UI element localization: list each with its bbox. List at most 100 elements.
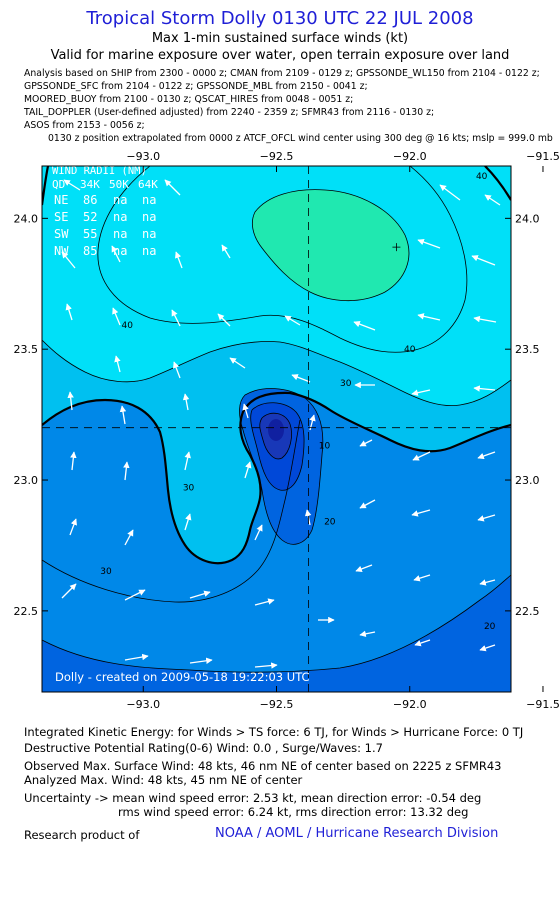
- wind-arrow: [355, 564, 373, 572]
- wind-radii-ne-34k: 86: [83, 193, 97, 207]
- wind-contour-chart: 40 40 40 30 10 30 20 30 20 WIND RADII (NM) QD 34…: [14, 150, 560, 711]
- source-line-6: 0130 z position extrapolated from 0000 z…: [48, 133, 553, 144]
- tropical-storm-force-contour: [42, 391, 511, 565]
- wind-arrow: [412, 451, 431, 461]
- wind-radii-sw-64k: na: [142, 227, 156, 241]
- created-label: Dolly - created on 2009-05-18 19:22:03 U…: [55, 670, 310, 684]
- y-tick-label: 23.5: [515, 343, 540, 356]
- wind-arrow: [173, 361, 181, 379]
- noaa-link[interactable]: NOAA / AOML / Hurricane Research Divisio…: [215, 826, 499, 841]
- wind-arrow: [175, 251, 183, 269]
- x-tick-label: −92.5: [260, 698, 294, 711]
- wind-arrow: [70, 451, 77, 471]
- wind-arrow: [221, 244, 231, 259]
- wind-vectors: [61, 179, 501, 669]
- x-tick-label: −91.5: [526, 150, 560, 163]
- contour-label: 10: [319, 442, 331, 452]
- chart-title: Tropical Storm Dolly 0130 UTC 22 JUL 200…: [86, 8, 474, 29]
- y-axis: 24.0 24.0 23.5 23.5 23.0 23.0 22.5 22.5: [14, 212, 540, 618]
- wind-arrow: [124, 589, 146, 601]
- wind-arrow: [479, 579, 496, 586]
- wind-arrow: [254, 598, 275, 606]
- wind-arrow: [414, 639, 431, 647]
- x-tick-label: −92.0: [393, 698, 427, 711]
- wind-arrow: [479, 644, 496, 652]
- wind-radii-header-50k: 50K: [109, 178, 129, 191]
- wind-arrow: [65, 303, 73, 321]
- wind-arrow: [229, 357, 246, 369]
- wind-arrow: [359, 499, 376, 509]
- wind-arrow: [439, 184, 461, 201]
- wind-radii-se-label: SE: [54, 210, 68, 224]
- wind-arrow: [171, 309, 181, 327]
- wind-arrow: [417, 313, 441, 321]
- wind-arrow: [111, 245, 121, 263]
- wind-arrow: [242, 403, 249, 419]
- wind-radii-sw-34k: 55: [83, 227, 97, 241]
- wind-arrow: [353, 321, 376, 331]
- wind-arrow: [473, 385, 496, 392]
- source-line-4: TAIL_DOPPLER (User-defined adjusted) fro…: [24, 107, 435, 118]
- x-tick-label: −91.5: [526, 698, 560, 711]
- wind-radii-nw-50k: na: [113, 244, 127, 258]
- ne-arc-contour: [484, 166, 511, 201]
- wind-radii-table: WIND RADII (NM) QD 34K 50K 64K NE 86 na …: [52, 165, 158, 258]
- wind-arrow: [359, 439, 373, 447]
- wind-arrow: [473, 315, 497, 323]
- y-tick-label: 23.0: [515, 474, 540, 487]
- y-tick-label: 24.0: [14, 212, 39, 225]
- wind-arrow: [254, 662, 278, 669]
- contour-label: 30: [183, 483, 195, 493]
- wind-arrow: [61, 251, 76, 269]
- contour-fields: 40 40 40 30 10 30 20 30 20 WIND RADII (NM) QD 34…: [42, 165, 511, 692]
- y-tick-label: 23.0: [14, 474, 39, 487]
- contour-lines: [42, 166, 511, 673]
- wind-arrow: [244, 461, 252, 479]
- source-line-1: Analysis based on SHIP from 2300 - 0000 …: [24, 68, 540, 79]
- contour-label: 40: [476, 172, 488, 182]
- band-calm: [268, 419, 284, 441]
- wind-arrow: [411, 389, 431, 396]
- wind-radii-header-64k: 64K: [138, 178, 158, 191]
- wind-arrow: [124, 529, 134, 546]
- wind-arrow: [61, 583, 77, 599]
- wind-arrow: [182, 393, 190, 411]
- wind-radii-sw-50k: na: [113, 227, 127, 241]
- x-tick-label: −92.0: [393, 150, 427, 163]
- contour-label: 40: [404, 345, 416, 355]
- analyzed-max-wind: Analyzed Max. Wind: 48 kts, 45 nm NE of …: [24, 773, 303, 787]
- wind-arrow: [417, 238, 441, 249]
- wind-arrow: [123, 461, 130, 481]
- contour-label: 20: [484, 622, 496, 632]
- wind-arrow: [184, 451, 191, 471]
- wind-arrow: [254, 524, 263, 541]
- source-line-3: MOORED_BUOY from 2100 - 0130 z; QSCAT_HI…: [24, 94, 354, 105]
- wind-radii-se-64k: na: [142, 210, 156, 224]
- nw-arc-contour: [42, 166, 50, 206]
- wind-arrow: [184, 513, 192, 531]
- y-tick-label: 23.5: [14, 343, 39, 356]
- observed-max-wind: Observed Max. Surface Wind: 48 kts, 46 n…: [24, 759, 502, 773]
- wind-arrow: [359, 630, 376, 638]
- wind-arrow: [119, 405, 127, 425]
- y-tick-label: 24.0: [515, 212, 540, 225]
- wind-radii-se-50k: na: [113, 210, 127, 224]
- dpr-text: Destructive Potential Rating(0-6) Wind: …: [24, 741, 383, 755]
- wind-radii-nw-64k: na: [142, 244, 156, 258]
- uncertainty-line-2: rms wind speed error: 6.24 kt, rms direc…: [118, 805, 469, 819]
- chart-subtitle-2: Valid for marine exposure over water, op…: [50, 48, 510, 63]
- band-45-plus: [252, 189, 409, 301]
- wind-radii-header-qd: QD: [52, 178, 65, 191]
- wind-arrow: [284, 315, 301, 326]
- x-tick-label: −93.0: [126, 150, 160, 163]
- wind-arrow: [413, 574, 431, 582]
- wind-arrow: [124, 653, 149, 661]
- wind-radii-nw-34k: 85: [83, 244, 97, 258]
- wind-radii-title: WIND RADII (NM): [52, 165, 147, 177]
- wind-radii-sw-label: SW: [54, 227, 69, 241]
- uncertainty-line-1: Uncertainty -> mean wind speed error: 2.…: [24, 791, 482, 805]
- contour-label: 30: [100, 567, 112, 577]
- contour-labels: 40 40 40 30 10 30 20 30 20: [100, 172, 495, 632]
- wind-radii-ne-label: NE: [54, 193, 68, 207]
- wind-arrow: [477, 451, 496, 460]
